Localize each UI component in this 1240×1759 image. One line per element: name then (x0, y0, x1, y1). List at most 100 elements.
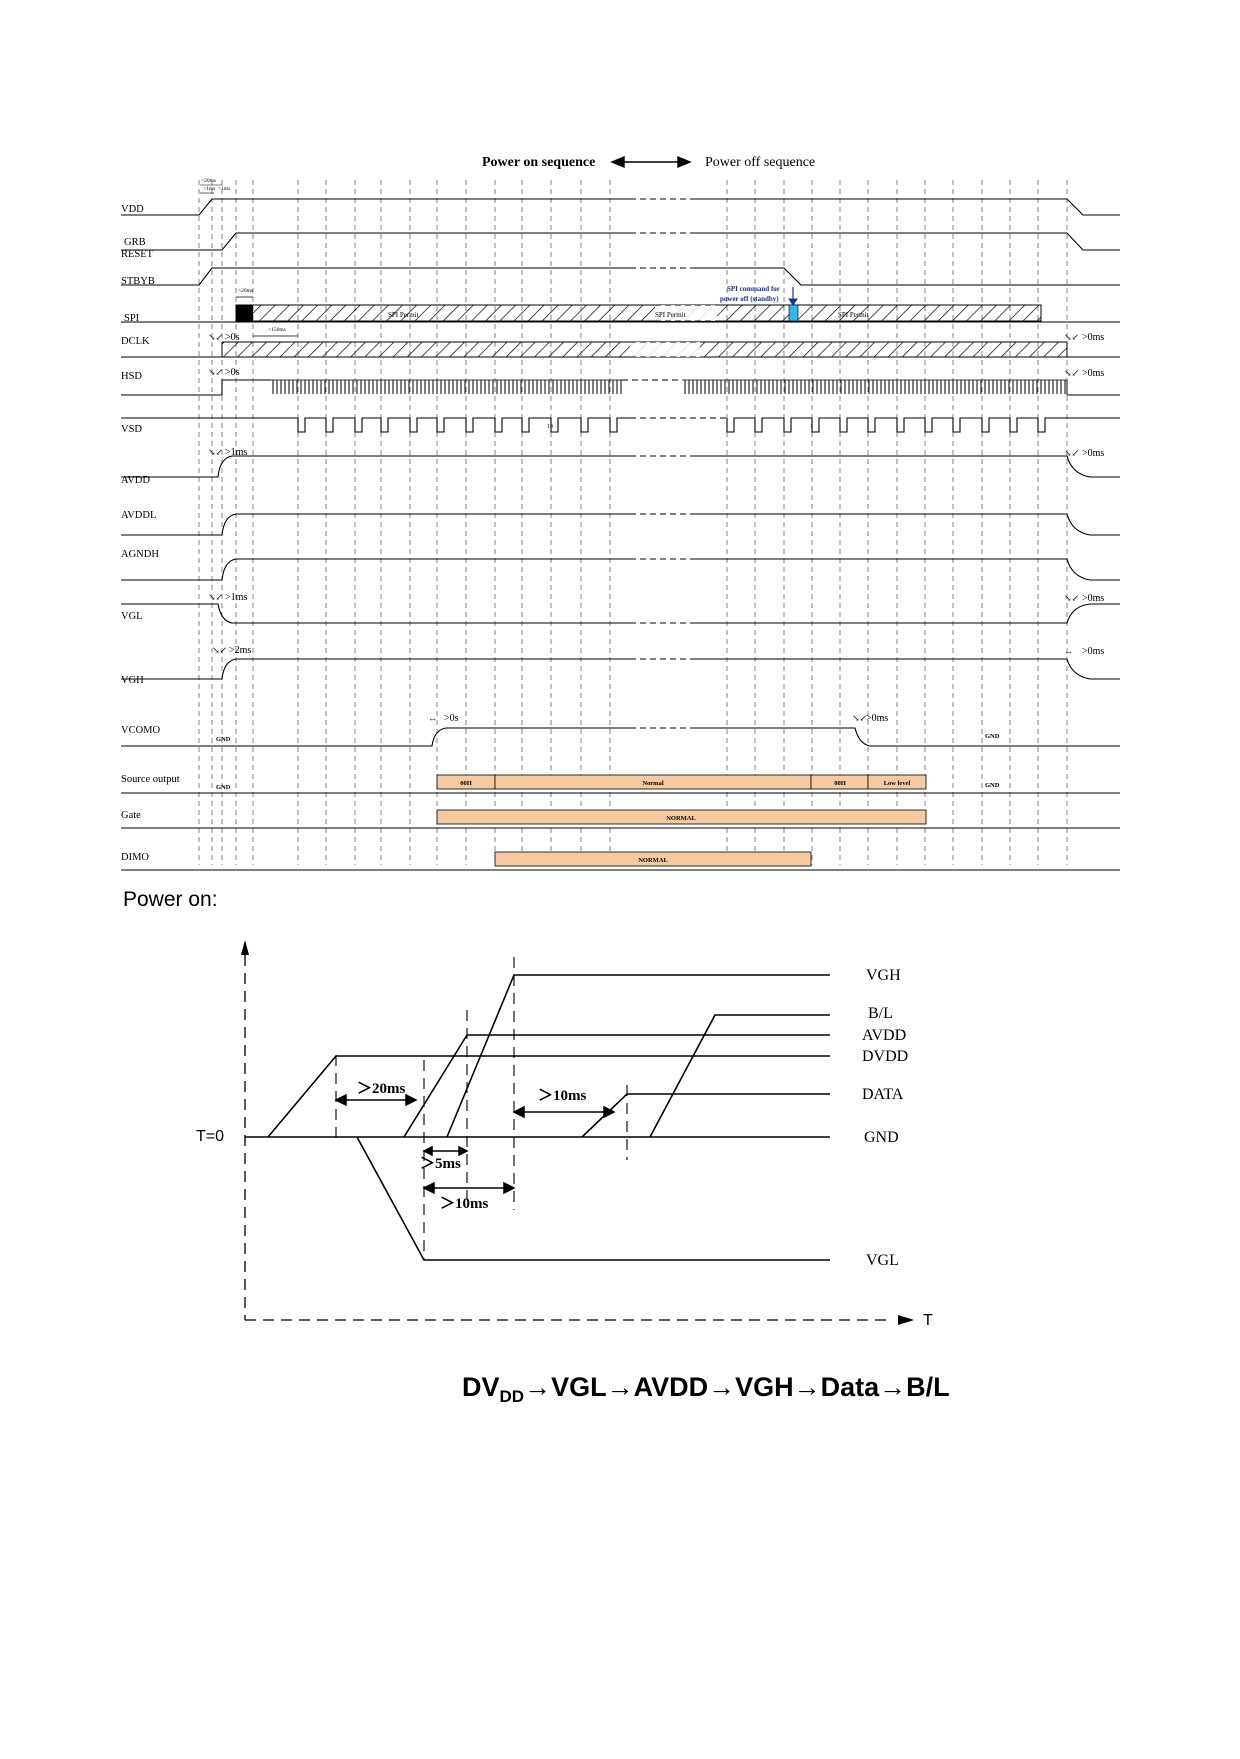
source-output-labels: 00H Normal 00H Low level (460, 780, 910, 787)
gap-10ms-data: ＞10ms (538, 1088, 586, 1104)
dclk-start-note: <150ms (268, 327, 286, 333)
spi-start-note: >20ms (238, 288, 253, 294)
source-gnd-left: GND (216, 784, 231, 791)
dimo-normal-bar (494, 851, 812, 867)
label-avdd: AVDD (121, 475, 150, 486)
sequence-rest: →VGL→AVDD→VGH→Data→B/L (524, 1372, 950, 1402)
t0-label: T=0 (196, 1128, 224, 1145)
header-arrow-icon (610, 155, 692, 169)
power-on-guides (335, 957, 628, 1260)
label-vgh: VGH (121, 675, 144, 686)
source-gnd-right: GND (985, 782, 1000, 789)
spi-command-block (788, 304, 799, 322)
gate-normal-label: NORMAL (666, 815, 696, 822)
waveforms (121, 198, 1120, 871)
left-delay-annotations: >0s >0s >1ms >1ms >2ms >0s (225, 332, 459, 724)
avdd-delay-left: >1ms (225, 447, 247, 458)
svg-text:↘↙: ↘↙ (208, 367, 223, 377)
label-reset: RESET (121, 249, 154, 260)
avdd-delay-right: >0ms (1082, 448, 1104, 459)
vgh-delay-right: >0ms (1082, 646, 1104, 657)
left-delay-marks: ↘↙ ↘↙ ↘↙ ↘↙ ↘↙ ↔ (208, 332, 437, 723)
label-hsd: HSD (121, 371, 142, 382)
gap-arrows (334, 1093, 616, 1195)
source-output-bars (436, 774, 927, 790)
spi-permit-label-2: SPI Permit (655, 311, 686, 319)
wave-grb-reset (121, 232, 1120, 251)
wave-agndh (121, 558, 1120, 581)
axis-arrow-icons (241, 940, 914, 1325)
spi-command-text-2: power off (standby) (720, 295, 779, 303)
spi-command-arrow-icon (788, 287, 798, 306)
spi-permit-label-3: SPI Permit (838, 311, 869, 319)
spi-start-block (236, 305, 253, 321)
svg-text:↘↙: ↘↙ (1064, 593, 1079, 603)
label-source-output: Source output (121, 774, 180, 785)
wave-hsd (121, 379, 271, 396)
right-delay-annotations: >0ms >0ms >0ms >0ms >0ms >0ms (866, 332, 1104, 724)
vgh-label: VGH (866, 967, 901, 984)
svg-text:↘↙: ↘↙ (852, 713, 867, 723)
right-delay-marks: ↘↙ ↘↙ ↘↙ ↘↙ ↔ ↘↙ (852, 332, 1079, 723)
signal-labels: VDD GRB RESET STBYB SPI DCLK HSD VSD AVD… (121, 204, 180, 863)
spi-command-text-1: SPI command for (727, 285, 780, 293)
source-00h-end-label: 00H (834, 780, 846, 787)
dvdd-label: DVDD (862, 1048, 908, 1065)
wave-vcomo (121, 727, 1120, 747)
vdd-annotation-arrows (200, 184, 222, 194)
gnd-label: GND (864, 1129, 899, 1146)
vcom-delay-left: >0s (444, 713, 459, 724)
gap-10ms-vgh: ＞10ms (440, 1196, 488, 1212)
sequence-dv: DV (462, 1372, 500, 1402)
svg-text:↘↙: ↘↙ (208, 447, 223, 457)
source-low-label: Low level (884, 780, 911, 787)
svg-text:↘↙: ↘↙ (1064, 448, 1079, 458)
avdd-wave (403, 1034, 830, 1138)
vdd-note-1: <20ms (201, 178, 216, 184)
vcom-gnd-right: GND (985, 733, 1000, 740)
gap-5ms: ＞5ms (420, 1156, 461, 1172)
hsd-delay-left: >0s (225, 367, 240, 378)
svg-text:↔: ↔ (1064, 646, 1073, 656)
svg-text:↘↙: ↘↙ (208, 332, 223, 342)
bl-label: B/L (868, 1005, 893, 1022)
dimo-normal-label: NORMAL (638, 857, 668, 864)
label-vsd: VSD (121, 424, 142, 435)
wave-avdd (121, 455, 1120, 478)
label-vdd: VDD (121, 204, 144, 215)
source-low-level (867, 774, 927, 790)
vdd-note-3: >1ms (218, 186, 230, 192)
label-avddl: AVDDL (121, 510, 156, 521)
label-grb: GRB (124, 237, 146, 248)
header-power-off: Power off sequence (705, 155, 815, 170)
dvdd-wave (267, 1055, 830, 1138)
label-vgl: VGL (121, 611, 143, 622)
data-label: DATA (862, 1086, 904, 1103)
timing-guides (198, 180, 1068, 865)
dclk-delay-left: >0s (225, 332, 240, 343)
gap-20ms: ＞20ms (357, 1081, 405, 1097)
vsd-count-1: 10 (547, 424, 553, 430)
source-normal-label: Normal (642, 780, 663, 787)
spi-permit-bar (235, 304, 1042, 322)
vcom-gnd-left: GND (216, 736, 231, 743)
vdd-note-2: >1ms (203, 186, 215, 192)
source-00h-start-label: 00H (460, 780, 472, 787)
label-dclk: DCLK (121, 336, 150, 347)
vgh-wave (446, 974, 830, 1138)
label-gate: Gate (121, 810, 141, 821)
gnd-labels: GND GND GND GND (216, 733, 1000, 791)
vgh-delay-left: >2ms (229, 645, 251, 656)
vdd-annotations: <20ms >1ms >1ms (201, 178, 230, 192)
data-wave (581, 1093, 830, 1138)
vgl-delay-left: >1ms (225, 592, 247, 603)
label-agndh: AGNDH (121, 549, 159, 560)
svg-text:↘↙: ↘↙ (212, 645, 227, 655)
svg-text:↘↙: ↘↙ (208, 592, 223, 602)
gate-normal-bar (436, 809, 927, 825)
wave-avddl (121, 513, 1120, 536)
vgl-wave (356, 1136, 830, 1261)
power-on-title: Power on: (123, 888, 218, 911)
sequence-dd: DD (500, 1387, 525, 1406)
